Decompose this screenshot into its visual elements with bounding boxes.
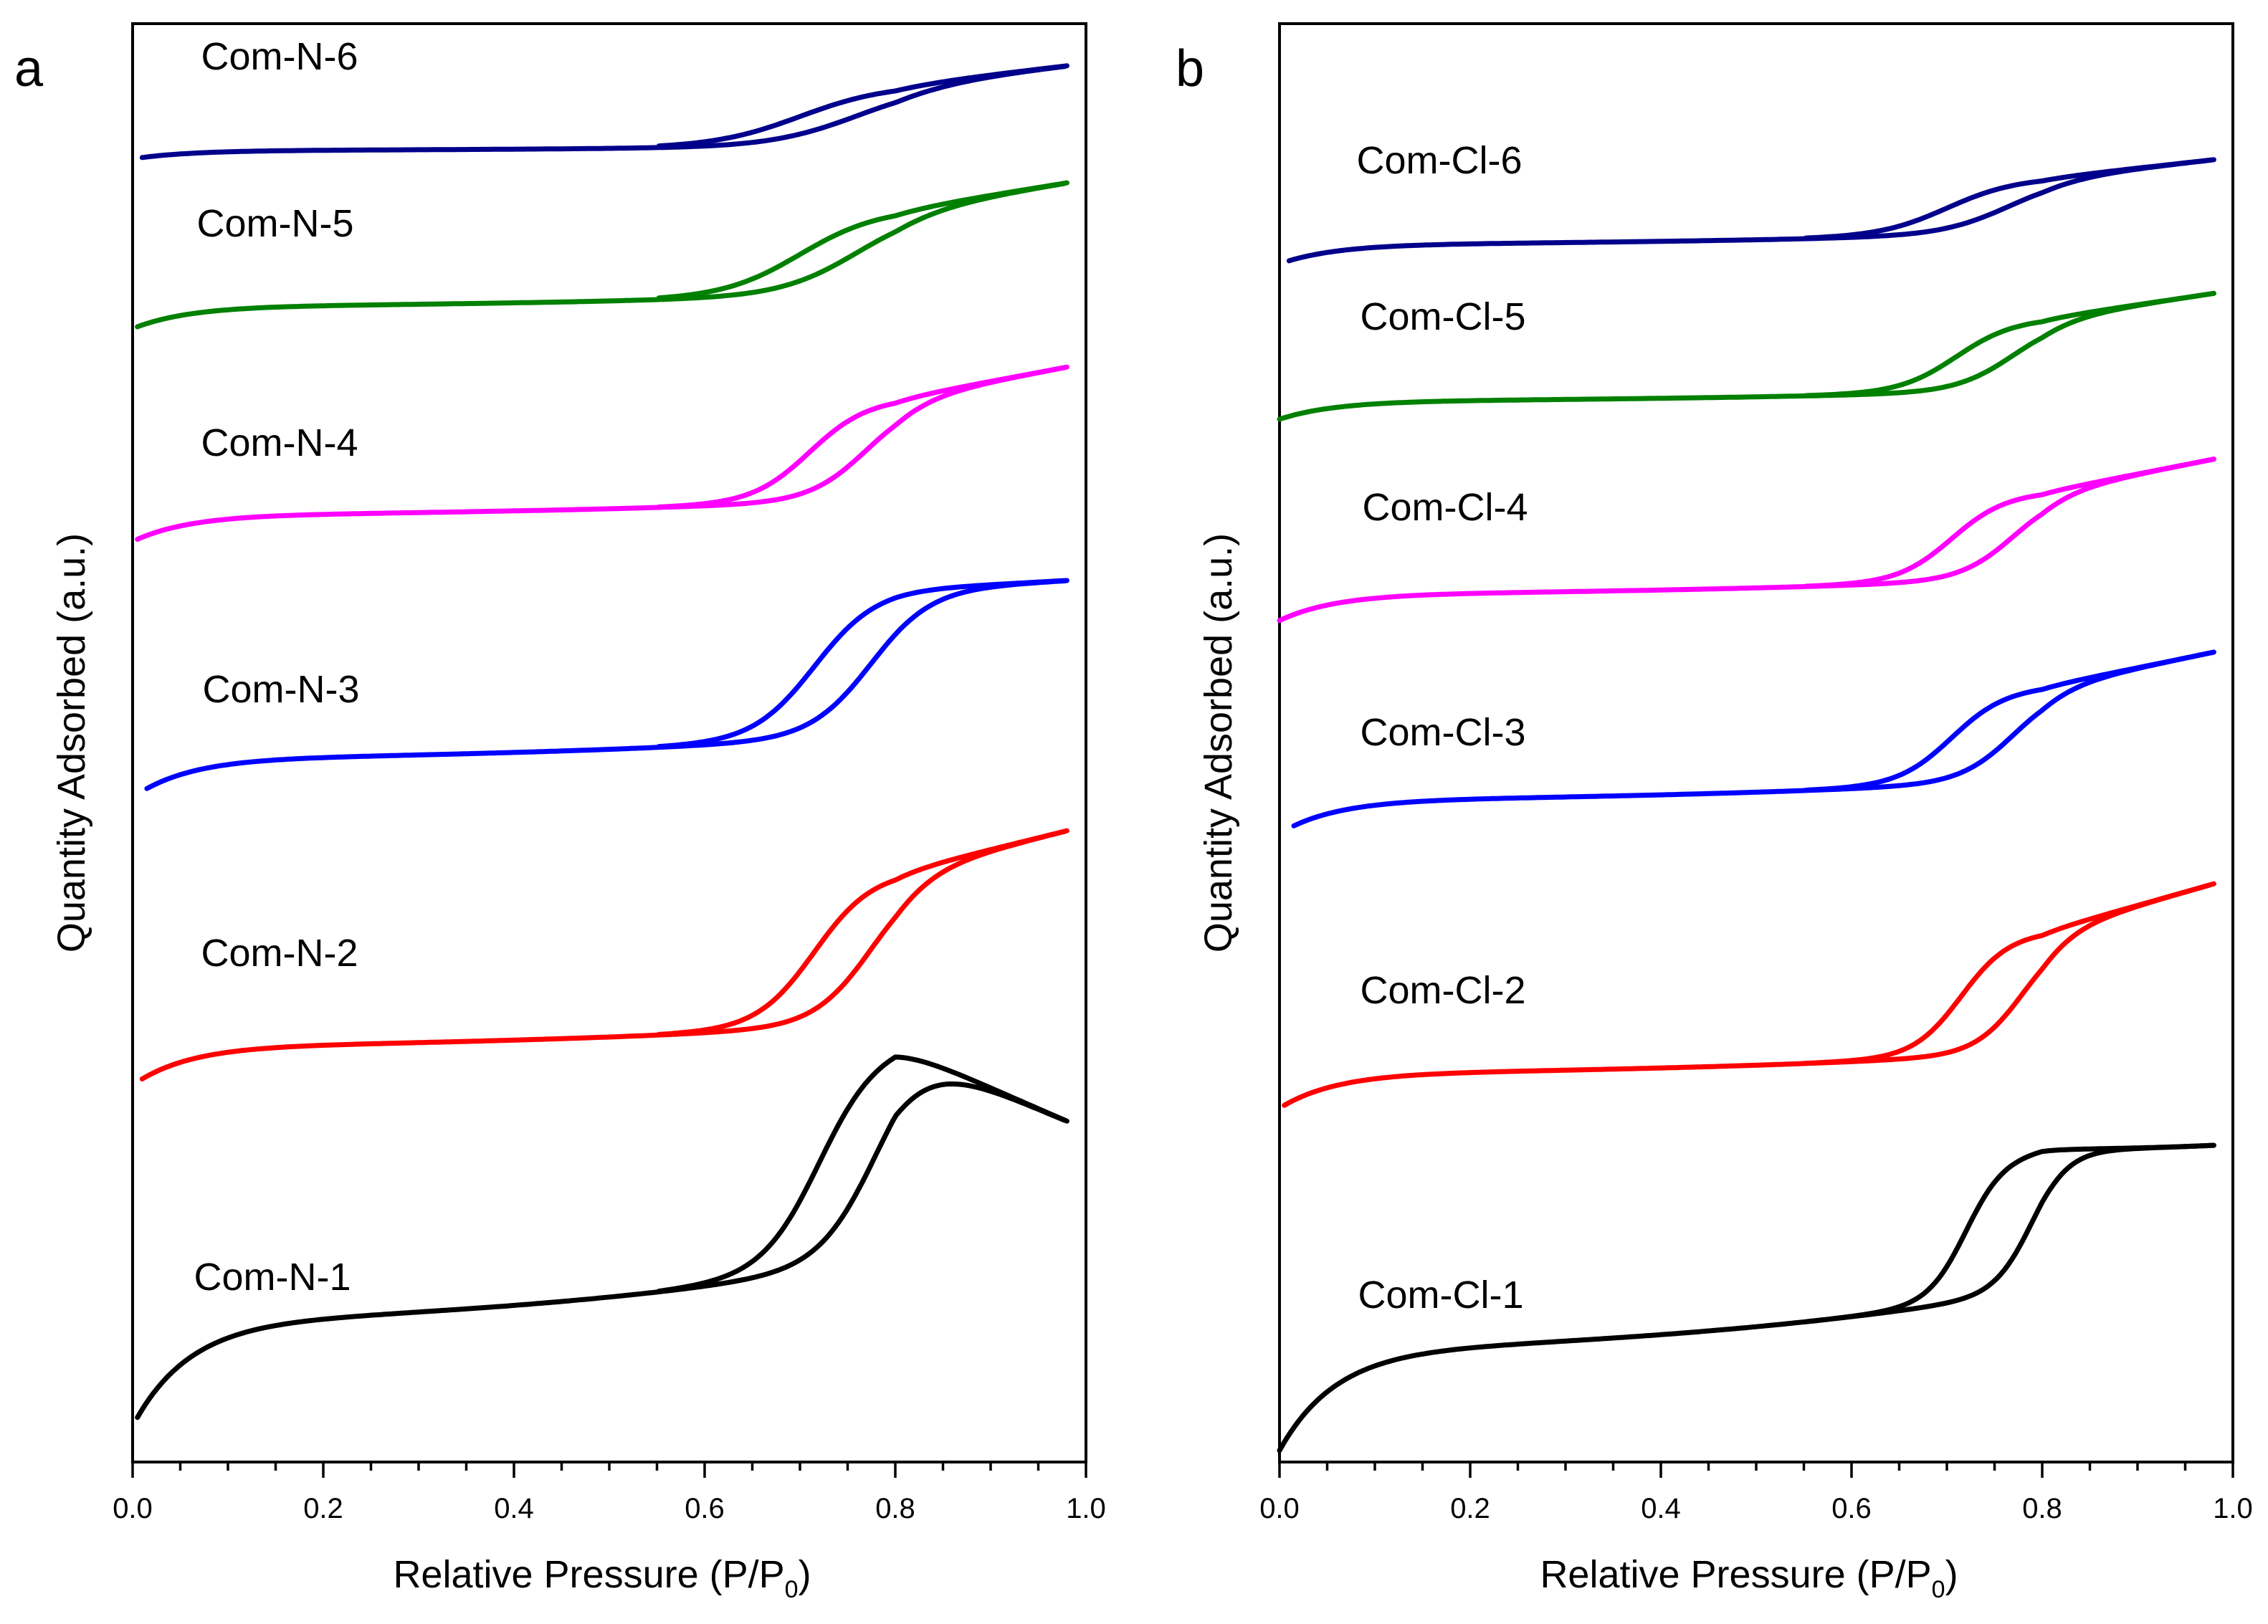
x-axis-label: Relative Pressure (P/P0)	[393, 1553, 811, 1603]
adsorption-curve-com-cl-1	[1277, 1142, 2216, 1453]
desorption-curve-com-cl-2	[1803, 881, 2216, 1066]
adsorption-curve-com-n-6	[139, 64, 1068, 161]
desorption-curve-com-cl-6	[1803, 157, 2216, 241]
series-label-com-n-3: Com-N-3	[202, 668, 359, 711]
x-tick-label: 0.6	[685, 1493, 725, 1524]
adsorption-curve-com-cl-4	[1277, 457, 2216, 624]
x-tick-label: 0.8	[2022, 1493, 2062, 1524]
desorption-curve-com-n-2	[656, 828, 1069, 1037]
x-tick-label: 1.0	[2213, 1493, 2253, 1524]
series-label-com-n-5: Com-N-5	[196, 202, 353, 245]
adsorption-curve-com-n-1	[135, 1081, 1067, 1420]
series-label-com-cl-6: Com-Cl-6	[1356, 139, 1522, 182]
series-label-com-cl-1: Com-Cl-1	[1358, 1274, 1523, 1317]
desorption-curve-com-n-6	[656, 63, 1069, 149]
panel-b: 0.0 0.2 0.4 0.6 0.8 1.0 Relative Pressure (P/P…	[1176, 22, 2253, 1603]
adsorption-curve-com-cl-3	[1291, 649, 2216, 828]
x-tick-label: 0.4	[494, 1493, 534, 1524]
x-tick-label: 0.0	[113, 1493, 153, 1524]
series-label-com-cl-3: Com-Cl-3	[1360, 711, 1525, 754]
y-axis-label: Quantity Adsorbed (a.u.)	[50, 533, 93, 952]
panel-letter: b	[1176, 40, 1204, 97]
desorption-curve-com-cl-1	[1803, 1142, 2216, 1324]
desorption-curve-com-n-4	[656, 364, 1069, 510]
x-tick-label: 0.8	[875, 1493, 915, 1524]
y-axis-label: Quantity Adsorbed (a.u.)	[1197, 533, 1240, 952]
desorption-curve-com-cl-5	[1803, 290, 2216, 398]
x-tick-label: 0.4	[1641, 1493, 1681, 1524]
series-label-com-n-4: Com-N-4	[201, 421, 358, 464]
series-label-com-cl-4: Com-Cl-4	[1362, 486, 1528, 529]
desorption-curve-com-n-3	[656, 578, 1069, 750]
series-label-com-cl-2: Com-Cl-2	[1360, 969, 1525, 1012]
x-tick-label: 1.0	[1066, 1493, 1106, 1524]
adsorption-curve-com-n-4	[135, 365, 1067, 542]
adsorption-curve-com-cl-2	[1282, 882, 2214, 1108]
desorption-curve-com-cl-4	[1803, 457, 2216, 589]
x-tick-label: 0.6	[1831, 1493, 1872, 1524]
adsorption-curve-com-n-3	[144, 578, 1069, 791]
x-tick-label: 0.0	[1259, 1493, 1300, 1524]
panel-a: 0.0 0.2 0.4 0.6 0.8 1.0 Relative Pressure (P/P…	[14, 22, 1106, 1603]
adsorption-curve-com-n-2	[139, 828, 1068, 1081]
desorption-curve-com-n-5	[656, 180, 1069, 301]
series-label-com-n-6: Com-N-6	[201, 35, 358, 78]
series-label-com-n-1: Com-N-1	[194, 1256, 351, 1299]
x-axis-label: Relative Pressure (P/P0)	[1540, 1553, 1958, 1603]
x-tick-label: 0.2	[1450, 1493, 1490, 1524]
adsorption-curve-com-cl-6	[1286, 157, 2215, 264]
series-label-com-cl-5: Com-Cl-5	[1360, 295, 1525, 338]
desorption-curve-com-n-1	[656, 1054, 1069, 1294]
series-label-com-n-2: Com-N-2	[201, 932, 358, 975]
adsorption-curve-com-n-5	[135, 181, 1067, 330]
desorption-curve-com-cl-3	[1803, 649, 2216, 793]
adsorption-curve-com-cl-5	[1277, 290, 2216, 422]
x-tick-label: 0.2	[303, 1493, 343, 1524]
panel-letter: a	[14, 40, 44, 97]
